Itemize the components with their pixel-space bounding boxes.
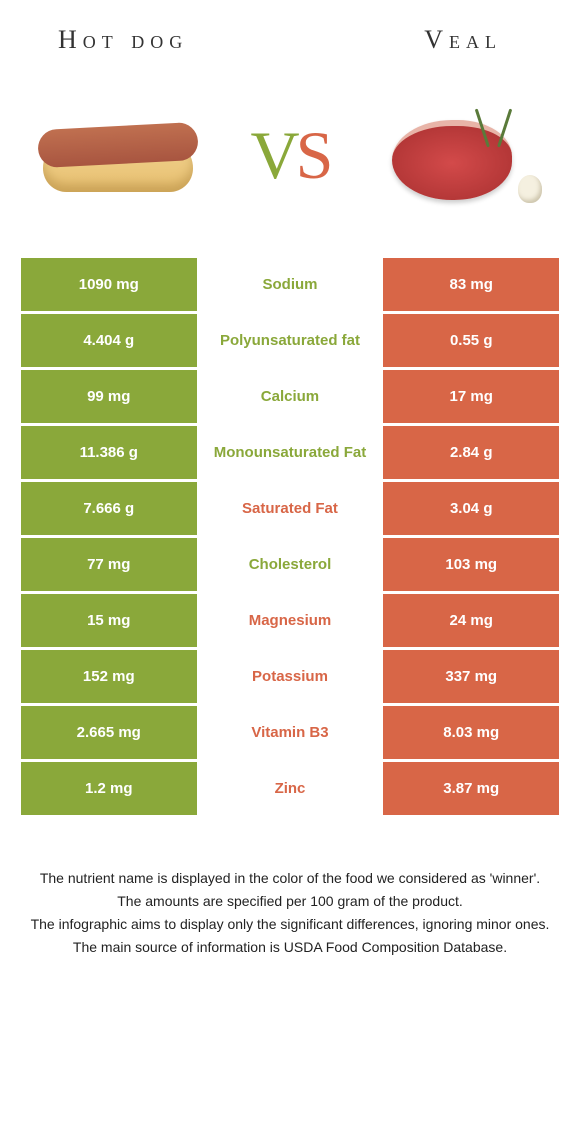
nutrient-label: Potassium: [198, 649, 382, 705]
nutrient-label: Cholesterol: [198, 537, 382, 593]
veal-icon: [382, 105, 542, 205]
footer-line: The main source of information is USDA F…: [26, 937, 554, 958]
food-image-right: [372, 105, 552, 205]
nutrient-table: 1090 mgSodium83 mg4.404 gPolyunsaturated…: [18, 255, 562, 818]
footer-line: The amounts are specified per 100 gram o…: [26, 891, 554, 912]
vs-v: V: [251, 117, 296, 193]
footer-line: The infographic aims to display only the…: [26, 914, 554, 935]
value-left: 2.665 mg: [20, 705, 199, 761]
value-right: 24 mg: [382, 593, 561, 649]
food-title-left: Hot dog: [58, 25, 188, 55]
table-row: 11.386 gMonounsaturated Fat2.84 g: [20, 425, 561, 481]
food-title-right: Veal: [424, 25, 502, 55]
table-row: 99 mgCalcium17 mg: [20, 369, 561, 425]
vs-s: S: [296, 117, 330, 193]
value-right: 83 mg: [382, 257, 561, 313]
table-row: 1.2 mgZinc3.87 mg: [20, 761, 561, 817]
hotdog-icon: [38, 110, 198, 200]
table-row: 2.665 mgVitamin B38.03 mg: [20, 705, 561, 761]
value-left: 152 mg: [20, 649, 199, 705]
value-left: 11.386 g: [20, 425, 199, 481]
nutrient-label: Zinc: [198, 761, 382, 817]
table-row: 15 mgMagnesium24 mg: [20, 593, 561, 649]
nutrient-label: Vitamin B3: [198, 705, 382, 761]
table-row: 7.666 gSaturated Fat3.04 g: [20, 481, 561, 537]
value-left: 15 mg: [20, 593, 199, 649]
value-right: 8.03 mg: [382, 705, 561, 761]
value-left: 1.2 mg: [20, 761, 199, 817]
header: Hot dog Veal: [18, 20, 562, 65]
value-left: 1090 mg: [20, 257, 199, 313]
value-left: 77 mg: [20, 537, 199, 593]
value-right: 3.87 mg: [382, 761, 561, 817]
value-right: 337 mg: [382, 649, 561, 705]
value-left: 99 mg: [20, 369, 199, 425]
nutrient-label: Sodium: [198, 257, 382, 313]
table-row: 152 mgPotassium337 mg: [20, 649, 561, 705]
value-left: 4.404 g: [20, 313, 199, 369]
nutrient-label: Monounsaturated Fat: [198, 425, 382, 481]
table-row: 77 mgCholesterol103 mg: [20, 537, 561, 593]
nutrient-label: Saturated Fat: [198, 481, 382, 537]
value-right: 2.84 g: [382, 425, 561, 481]
vs-label: VS: [251, 116, 330, 195]
value-right: 17 mg: [382, 369, 561, 425]
footer-line: The nutrient name is displayed in the co…: [26, 868, 554, 889]
value-right: 0.55 g: [382, 313, 561, 369]
table-row: 1090 mgSodium83 mg: [20, 257, 561, 313]
nutrient-label: Magnesium: [198, 593, 382, 649]
nutrient-label: Calcium: [198, 369, 382, 425]
nutrient-label: Polyunsaturated fat: [198, 313, 382, 369]
value-left: 7.666 g: [20, 481, 199, 537]
table-row: 4.404 gPolyunsaturated fat0.55 g: [20, 313, 561, 369]
footer-notes: The nutrient name is displayed in the co…: [18, 868, 562, 958]
food-image-left: [28, 110, 208, 200]
value-right: 3.04 g: [382, 481, 561, 537]
value-right: 103 mg: [382, 537, 561, 593]
hero-row: VS: [18, 65, 562, 245]
